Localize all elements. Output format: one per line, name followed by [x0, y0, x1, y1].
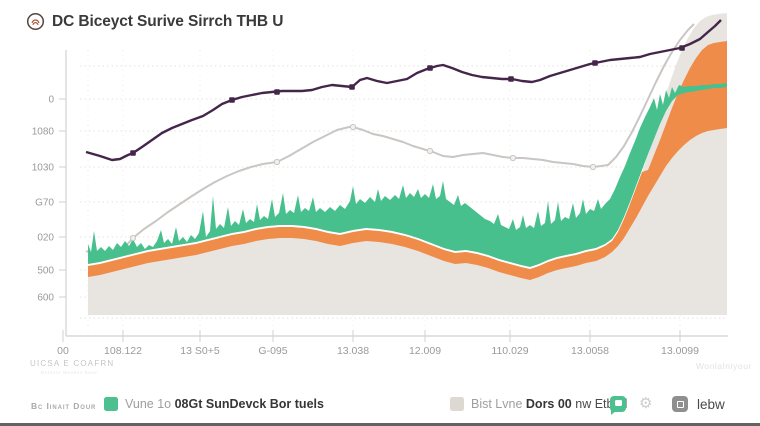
x-tick-label: 13.0058 — [571, 345, 609, 357]
legend-source-label: Bc Iinait Dour — [31, 401, 97, 411]
legend-item-beige[interactable]: Bist Lvne Dors 00 nw Etbod — [450, 397, 627, 411]
gray-line-marker — [426, 147, 434, 155]
chart-title: DC Biceyct Surive Sirrch THB U — [52, 12, 284, 30]
purple-line — [85, 19, 722, 162]
y-tick-label: 500 — [37, 266, 54, 277]
brand-icon — [26, 12, 45, 31]
y-tick-label: 020 — [37, 233, 54, 244]
axis-subcaption: Dvlvctv Mvvkvv bvvv — [41, 370, 98, 375]
gray-line-marker — [129, 234, 137, 242]
x-tick-label: 13 S0+5 — [180, 345, 220, 357]
purple-line-marker — [592, 60, 598, 66]
y-tick-label: 1030 — [32, 163, 55, 174]
legend-row: Bc Iinait Dour Vune 1o 08Gt SunDevck Bor… — [0, 393, 760, 421]
bottom-edge-bar — [0, 423, 760, 426]
chat-icon[interactable] — [610, 396, 626, 415]
purple-line-marker — [274, 89, 280, 95]
gray-line-marker — [589, 163, 597, 171]
purple-line-marker — [427, 65, 433, 71]
green-swatch — [104, 397, 118, 411]
chart-header: DC Biceyct Surive Sirrch THB U — [26, 12, 283, 31]
green-band — [88, 83, 727, 267]
gray-line-marker — [509, 154, 517, 162]
x-tick-label: 110.029 — [491, 345, 528, 357]
x-tick-label: 00 — [57, 345, 69, 357]
window-icon[interactable] — [672, 396, 688, 412]
watermark-text: Wonlalniyour — [695, 361, 752, 371]
purple-line-marker — [508, 76, 514, 82]
x-tick-label: 13.0099 — [661, 345, 699, 357]
orange-band — [88, 41, 727, 280]
gray-line — [85, 23, 695, 259]
x-tick-label: 108.122 — [104, 345, 142, 357]
axis-caption: UICSA E COAFRN — [30, 359, 115, 368]
purple-line-marker — [229, 97, 235, 103]
legend-item-green[interactable]: Vune 1o 08Gt SunDevck Bor tuels — [104, 397, 324, 411]
purple-line-marker — [679, 45, 685, 51]
legend1-prefix: Vune 1o — [125, 397, 172, 411]
y-tick-label: 600 — [37, 293, 54, 304]
gray-line-marker — [349, 123, 357, 131]
legend1-main: 08Gt SunDevck Bor tuels — [174, 397, 324, 411]
legend2-prefix: Bist Lvne — [471, 397, 523, 411]
gear-icon[interactable]: ⚙ — [639, 395, 653, 412]
chart-canvas: 0 1080 1030 G70 020 500 600 00 108.122 13 S0+5 G-0… — [32, 13, 728, 357]
purple-line-marker — [349, 84, 355, 90]
legend2-main: Dors 00 — [525, 397, 572, 411]
x-tick-label: 13.038 — [337, 345, 369, 357]
purple-line-marker — [130, 150, 136, 156]
gray-line-marker — [273, 158, 281, 166]
icons-label: lebw — [697, 397, 725, 412]
y-tick-label: 1080 — [32, 127, 55, 138]
y-tick-label: 0 — [48, 95, 54, 106]
y-tick-label: G70 — [35, 198, 54, 209]
x-tick-label: G-095 — [258, 345, 287, 357]
beige-swatch — [450, 397, 464, 411]
x-tick-label: 12.009 — [409, 345, 441, 357]
